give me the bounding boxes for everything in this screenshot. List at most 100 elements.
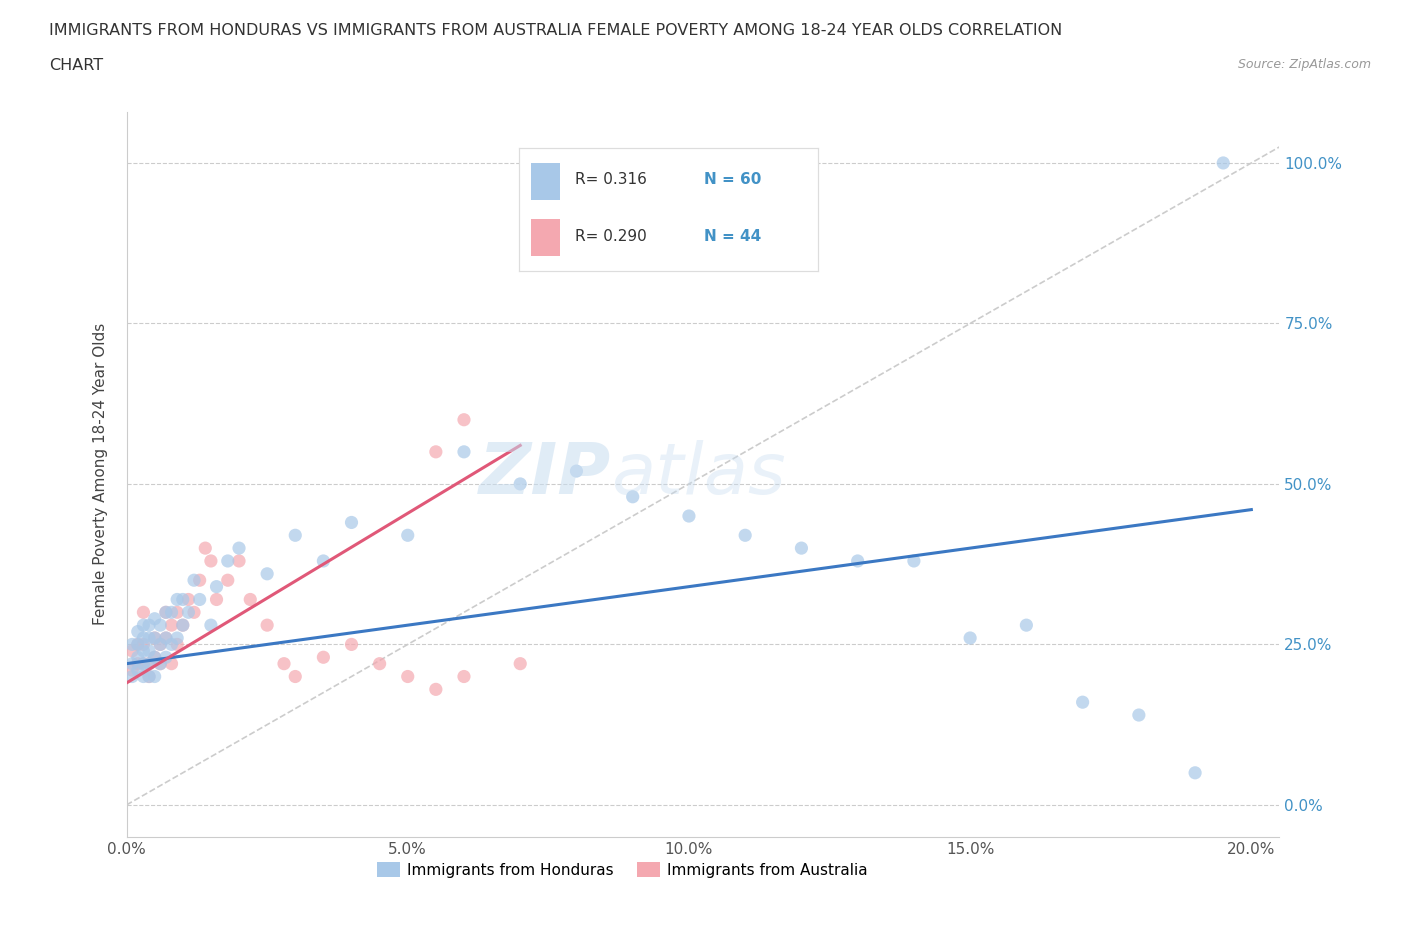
Point [453,669,475,684]
Point [217,573,239,588]
Point [284,669,307,684]
Point [155,650,177,665]
Point [177,604,200,619]
Point [143,631,166,645]
Point [284,528,307,543]
Point [166,604,188,619]
Point [160,637,183,652]
Point [194,540,217,555]
Point [565,464,588,479]
Point [121,669,143,684]
Point [138,631,160,645]
Text: CHART: CHART [49,58,103,73]
Point [166,637,188,652]
Point [217,553,239,568]
Point [155,631,177,645]
Text: ZIP: ZIP [478,440,610,509]
Point [340,515,363,530]
Point [121,663,143,678]
Point [172,618,194,632]
Point [143,631,166,645]
Point [149,637,172,652]
Point [166,592,188,607]
Point [621,232,644,247]
Point [177,592,200,607]
Point [121,644,143,658]
Point [132,618,155,632]
Point [959,631,981,645]
Point [340,637,363,652]
Point [509,476,531,491]
Point [200,553,222,568]
Point [127,657,149,671]
Point [256,618,278,632]
Legend: Immigrants from Honduras, Immigrants from Australia: Immigrants from Honduras, Immigrants fro… [371,856,875,884]
Point [155,631,177,645]
Point [138,644,160,658]
Point [132,669,155,684]
Point [127,650,149,665]
Point [127,663,149,678]
Point [188,573,211,588]
Point [143,650,166,665]
Point [1128,708,1150,723]
Point [160,604,183,619]
Point [312,650,335,665]
Point [138,669,160,684]
Point [678,509,700,524]
Point [228,553,250,568]
Point [149,618,172,632]
Point [138,657,160,671]
Point [188,592,211,607]
Point [155,604,177,619]
Point [1184,765,1206,780]
Point [132,644,155,658]
Point [903,553,925,568]
Point [228,540,250,555]
Point [160,657,183,671]
Point [155,604,177,619]
Point [273,657,295,671]
Point [205,579,228,594]
Point [453,445,475,459]
Point [846,553,869,568]
Point [172,618,194,632]
Point [121,637,143,652]
Point [149,657,172,671]
Point [132,657,155,671]
Point [132,637,155,652]
Point [200,618,222,632]
Point [132,604,155,619]
Point [678,232,700,247]
Point [127,624,149,639]
Point [143,611,166,626]
Point [127,637,149,652]
Point [239,592,262,607]
Point [138,618,160,632]
Point [1015,618,1038,632]
Text: IMMIGRANTS FROM HONDURAS VS IMMIGRANTS FROM AUSTRALIA FEMALE POVERTY AMONG 18-24: IMMIGRANTS FROM HONDURAS VS IMMIGRANTS F… [49,23,1063,38]
Point [396,669,419,684]
Point [143,650,166,665]
Point [132,657,155,671]
Point [368,657,391,671]
Point [121,657,143,671]
Point [509,657,531,671]
Point [127,637,149,652]
Y-axis label: Female Poverty Among 18-24 Year Olds: Female Poverty Among 18-24 Year Olds [93,324,108,626]
Point [205,592,228,607]
Point [143,669,166,684]
Point [312,553,335,568]
Point [256,566,278,581]
Point [425,445,447,459]
Point [172,592,194,607]
Point [160,618,183,632]
Point [183,573,205,588]
Point [138,657,160,671]
Point [149,657,172,671]
Point [565,232,588,247]
Point [1212,155,1234,170]
Point [1071,695,1094,710]
Point [138,669,160,684]
Point [166,631,188,645]
